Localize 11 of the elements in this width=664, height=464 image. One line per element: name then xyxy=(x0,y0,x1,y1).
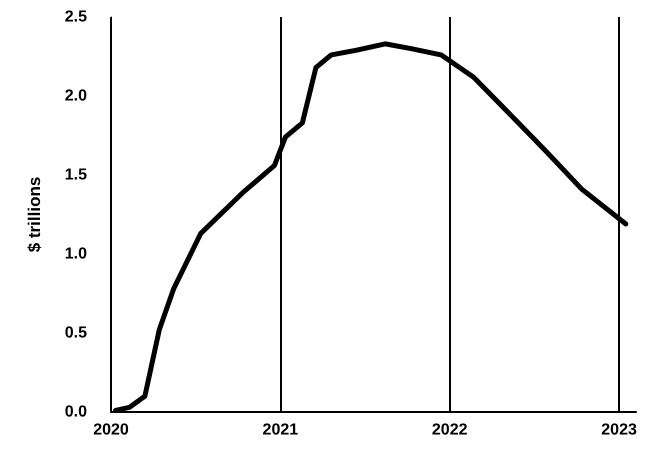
x-tick-label: 2020 xyxy=(93,422,129,438)
x-tick-label: 2022 xyxy=(432,422,468,438)
y-tick-label: 1.0 xyxy=(64,246,88,262)
y-tick-label: 0.0 xyxy=(64,404,88,420)
y-tick-label: 1.5 xyxy=(64,166,88,184)
y-axis-title: $ trillions xyxy=(25,176,44,252)
y-tick-label: 0.5 xyxy=(64,324,88,342)
x-tick-label: 2021 xyxy=(262,422,298,438)
y-tick-label: 2.0 xyxy=(64,88,88,104)
x-tick-label: 2023 xyxy=(601,422,637,438)
y-tick-label: 2.5 xyxy=(64,8,88,26)
